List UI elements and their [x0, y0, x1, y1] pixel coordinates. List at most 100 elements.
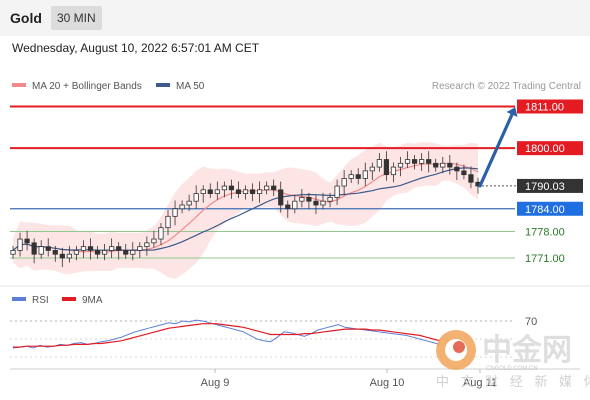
rsi-ma-legend-swatch	[62, 297, 76, 301]
forecast-arrow	[478, 107, 518, 188]
candle-body	[468, 174, 474, 183]
level-label-1790.03: 1790.03	[525, 181, 565, 193]
candle-body	[116, 246, 122, 251]
svg-text:中金网: 中金网	[482, 333, 572, 367]
candle-body	[52, 250, 58, 255]
candle	[327, 192, 333, 208]
forecast-arrow-shaft	[478, 112, 514, 188]
candle-body	[221, 185, 227, 191]
candle-body	[80, 246, 87, 251]
candle-body	[235, 189, 242, 195]
candle	[249, 183, 256, 202]
candle	[306, 192, 312, 209]
candle	[116, 242, 122, 260]
candle	[433, 158, 439, 172]
level-label-1771.00: 1771.00	[525, 253, 565, 265]
candle-body	[271, 185, 277, 191]
candle-body	[355, 174, 361, 179]
candle	[383, 151, 390, 181]
candle-body	[172, 208, 178, 217]
level-label-1778.00: 1778.00	[525, 226, 565, 238]
candle	[186, 194, 192, 212]
candle-body	[285, 204, 291, 210]
candle-body	[38, 246, 44, 255]
candle-body	[10, 250, 16, 255]
candle-body	[17, 238, 23, 251]
candle	[179, 200, 185, 214]
candle-body	[411, 159, 418, 164]
level-label-1800.00: 1800.00	[525, 143, 565, 155]
candle-body	[292, 200, 298, 210]
candle	[45, 238, 51, 257]
candle-body	[256, 189, 263, 195]
rsi-legend-swatch	[12, 297, 26, 301]
candle-body	[31, 242, 37, 255]
candle-body	[320, 200, 326, 206]
price-level-labels: 1811.00 1800.00 1790.03 1784.00 1778.00 1771.…	[517, 99, 583, 265]
candle-body	[144, 242, 150, 248]
rsi-line	[12, 319, 441, 349]
candle-body	[73, 250, 80, 255]
candle-body	[397, 162, 404, 168]
level-label-1811.00: 1811.00	[525, 102, 564, 114]
svg-text:CNGOLD.COM.CN: CNGOLD.COM.CN	[486, 366, 538, 372]
candle-body	[454, 166, 460, 172]
candle-body	[313, 200, 319, 206]
svg-text:中 文 财 经 新 媒 体: 中 文 财 经 新 媒 体	[436, 374, 590, 389]
candle	[73, 245, 80, 261]
candle-body	[264, 185, 270, 191]
candle-body	[306, 196, 312, 202]
candle-body	[383, 159, 390, 176]
candle	[426, 151, 432, 173]
candle-body	[348, 174, 354, 179]
candle	[271, 179, 277, 196]
candle	[242, 185, 249, 200]
x-axis-labels: Aug 9 Aug 10 Aug 11	[201, 369, 497, 389]
candle	[285, 200, 291, 218]
candle	[207, 183, 213, 199]
price-levels	[10, 105, 517, 259]
candle	[461, 164, 467, 180]
candle-body	[390, 166, 397, 176]
candle-body	[200, 189, 206, 195]
candle-body	[24, 238, 30, 244]
ma50-legend-label: MA 50	[176, 81, 205, 92]
candle	[193, 185, 199, 209]
candle	[320, 192, 326, 210]
candle-body	[242, 189, 249, 195]
candle	[123, 243, 129, 259]
candle-body	[87, 246, 94, 251]
candle	[447, 154, 453, 175]
x-tick-label-Aug-9: Aug 9	[201, 377, 230, 389]
candle	[151, 230, 157, 248]
candle-body	[228, 185, 235, 191]
candle	[397, 156, 404, 177]
candle	[17, 232, 23, 257]
candle	[299, 189, 305, 208]
candle-body	[165, 215, 171, 229]
candle-body	[186, 200, 192, 206]
candle-body	[249, 189, 256, 195]
candle	[200, 185, 206, 203]
candle	[221, 181, 227, 198]
bollinger-band	[13, 142, 478, 279]
candle	[264, 181, 270, 195]
candle-body	[278, 189, 284, 206]
candle	[137, 242, 143, 258]
candle	[440, 156, 446, 174]
candle-body	[45, 246, 51, 251]
candle-body	[59, 253, 65, 259]
candle-body	[426, 159, 432, 164]
candle	[411, 154, 418, 170]
candle	[468, 166, 474, 189]
candle-body	[440, 162, 446, 168]
ma20-legend-label: MA 20 + Bollinger Bands	[32, 81, 142, 92]
candle-body	[369, 166, 375, 172]
candle	[341, 170, 347, 196]
candle-body	[109, 246, 115, 251]
candle	[59, 247, 65, 268]
interval-badge[interactable]: 30 MIN	[51, 6, 102, 30]
instrument-title: Gold	[10, 10, 42, 26]
candle	[348, 170, 354, 184]
candle	[228, 179, 235, 199]
